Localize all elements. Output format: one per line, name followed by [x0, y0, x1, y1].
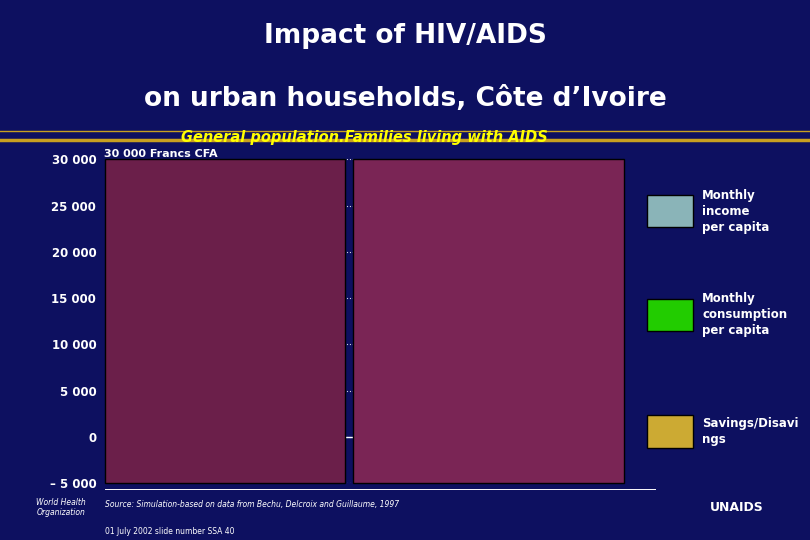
Text: World Health
Organization: World Health Organization	[36, 498, 86, 517]
Text: Impact of HIV/AIDS: Impact of HIV/AIDS	[263, 23, 547, 50]
FancyBboxPatch shape	[647, 195, 693, 227]
Bar	[140, 210, 188, 437]
Text: on urban households, Côte d’Ivoire: on urban households, Côte d’Ivoire	[143, 86, 667, 112]
Bar	[472, 330, 520, 437]
FancyBboxPatch shape	[647, 299, 693, 331]
Bar	[257, 418, 305, 437]
FancyBboxPatch shape	[647, 415, 693, 448]
Text: Monthly
income
per capita: Monthly income per capita	[702, 188, 770, 234]
Text: Source: Simulation-based on data from Bechu, Delcroix and Guillaume, 1997: Source: Simulation-based on data from Be…	[105, 500, 399, 509]
Text: 30 000 Francs CFA: 30 000 Francs CFA	[104, 149, 218, 159]
Text: UNAIDS: UNAIDS	[710, 501, 764, 514]
Text: General population.Families living with AIDS: General population.Families living with …	[181, 130, 548, 145]
Bar	[531, 437, 578, 478]
Bar	[414, 363, 462, 437]
Text: 01 July 2002 slide number SSA 40: 01 July 2002 slide number SSA 40	[105, 526, 235, 536]
Text: Savings/Disavi
ngs: Savings/Disavi ngs	[702, 417, 799, 446]
Bar	[198, 242, 246, 437]
Text: Monthly
consumption
per capita: Monthly consumption per capita	[702, 292, 787, 338]
